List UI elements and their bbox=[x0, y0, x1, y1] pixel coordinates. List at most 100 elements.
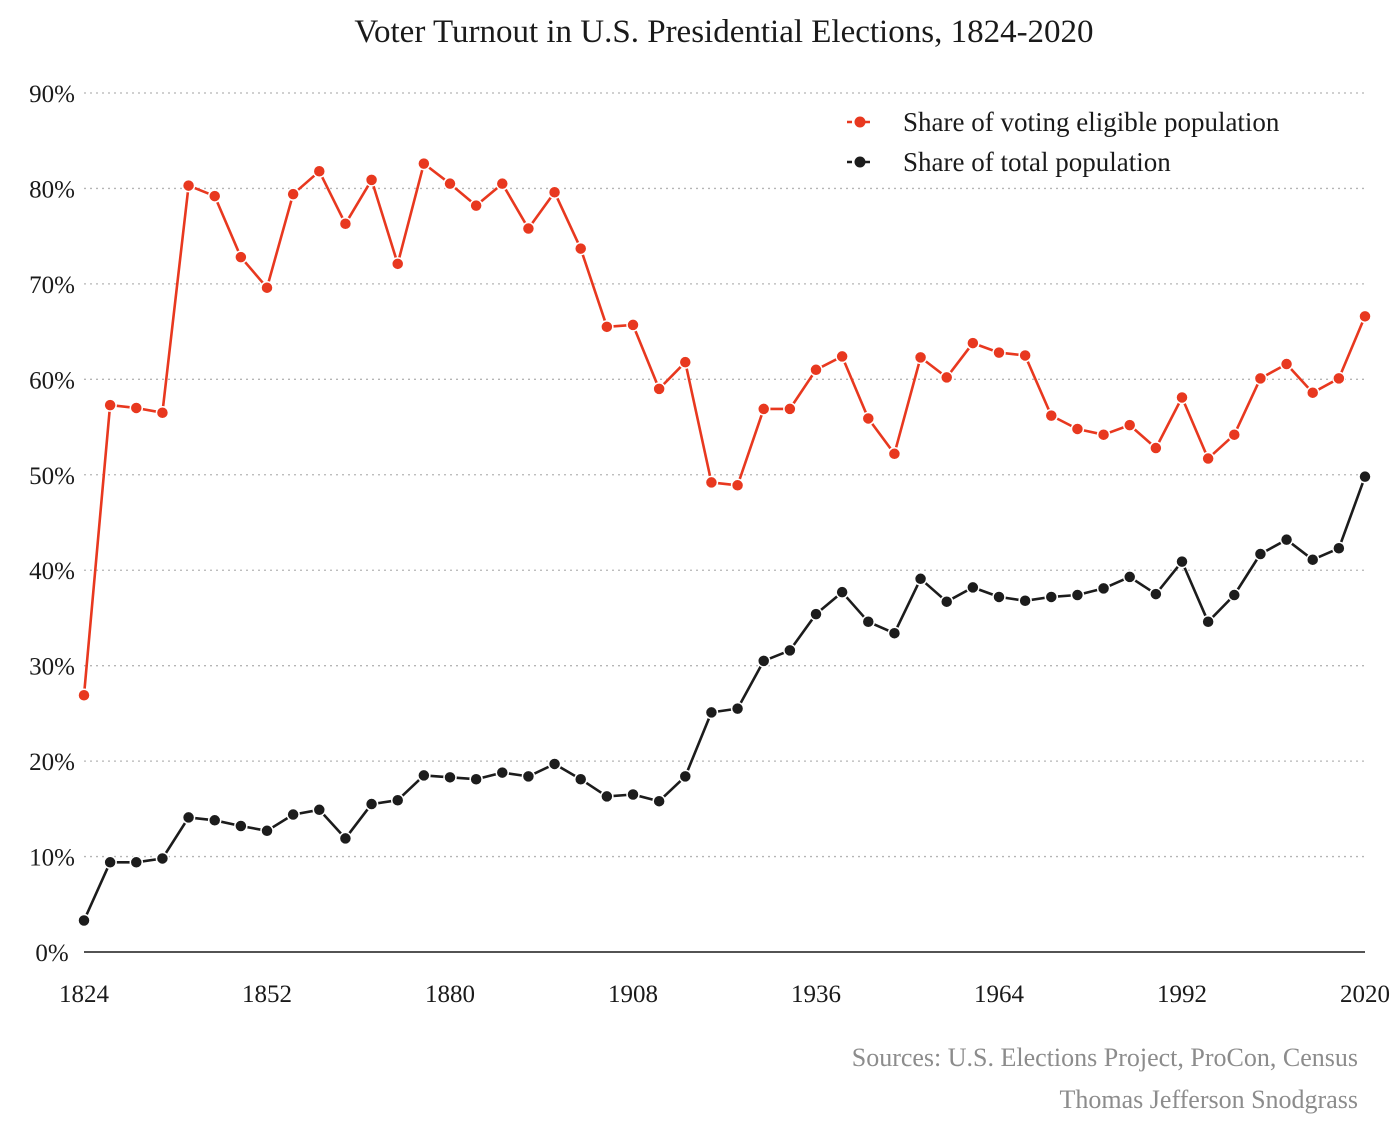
legend-swatch-marker-eligible bbox=[854, 116, 866, 128]
point-total bbox=[1122, 570, 1137, 584]
point-total bbox=[495, 765, 510, 780]
point-total bbox=[1018, 594, 1032, 608]
x-tick-label: 1936 bbox=[791, 981, 841, 1008]
x-tick-label: 1992 bbox=[1157, 981, 1207, 1008]
point-total bbox=[338, 831, 353, 846]
legend-label-eligible: Share of voting eligible population bbox=[903, 107, 1280, 137]
point-eligible bbox=[1018, 348, 1032, 363]
point-total bbox=[678, 769, 693, 784]
point-total bbox=[913, 572, 928, 586]
y-tick-label: 40% bbox=[29, 558, 75, 585]
point-eligible bbox=[1253, 371, 1268, 386]
point-eligible bbox=[1201, 451, 1215, 466]
y-tick-label: 30% bbox=[29, 654, 75, 681]
point-eligible bbox=[835, 349, 849, 364]
point-total bbox=[992, 590, 1006, 604]
point-eligible bbox=[652, 382, 666, 396]
point-eligible bbox=[1279, 357, 1294, 371]
point-total bbox=[1149, 587, 1163, 601]
point-eligible bbox=[573, 241, 588, 256]
point-eligible bbox=[1227, 427, 1242, 442]
x-tick-label: 1964 bbox=[974, 981, 1025, 1008]
point-eligible bbox=[417, 156, 431, 171]
chart-title: Voter Turnout in U.S. Presidential Elect… bbox=[354, 14, 1093, 50]
series-total bbox=[77, 469, 1372, 928]
point-total bbox=[1201, 615, 1215, 629]
point-total bbox=[1253, 547, 1268, 561]
y-tick-label: 70% bbox=[29, 272, 75, 299]
point-total bbox=[77, 913, 91, 928]
y-tick-label: 60% bbox=[29, 367, 75, 394]
x-tick-label: 2020 bbox=[1340, 981, 1390, 1008]
point-eligible bbox=[939, 370, 954, 385]
point-eligible bbox=[1332, 371, 1346, 386]
point-total bbox=[704, 705, 719, 720]
point-eligible bbox=[286, 187, 300, 201]
point-eligible bbox=[809, 363, 823, 377]
point-total bbox=[1044, 590, 1059, 604]
point-total bbox=[1279, 532, 1294, 547]
point-total bbox=[364, 797, 379, 811]
point-eligible bbox=[129, 401, 144, 415]
series-eligible bbox=[77, 156, 1372, 703]
series-line-total bbox=[82, 476, 1367, 922]
y-tick-label: 0% bbox=[35, 940, 68, 967]
x-tick-label: 1908 bbox=[608, 981, 658, 1008]
point-total bbox=[207, 813, 222, 828]
y-tick-label: 80% bbox=[29, 176, 75, 203]
point-total bbox=[756, 654, 771, 668]
point-total bbox=[443, 770, 457, 785]
point-eligible bbox=[1175, 390, 1189, 405]
point-total bbox=[521, 769, 536, 784]
legend: Share of voting eligible population Shar… bbox=[847, 107, 1280, 177]
y-tick-label: 90% bbox=[29, 81, 75, 108]
point-total bbox=[260, 824, 274, 838]
point-eligible bbox=[1096, 427, 1111, 442]
point-total bbox=[1175, 554, 1189, 569]
legend-item-total: Share of total population bbox=[847, 147, 1171, 177]
point-eligible bbox=[1358, 309, 1372, 324]
x-tick-label: 1852 bbox=[242, 981, 292, 1008]
point-total bbox=[417, 768, 431, 783]
point-eligible bbox=[234, 250, 248, 264]
point-total bbox=[181, 810, 196, 825]
point-total bbox=[783, 643, 797, 658]
point-eligible bbox=[704, 475, 719, 490]
point-total bbox=[1070, 588, 1085, 602]
point-eligible bbox=[495, 176, 510, 191]
point-eligible bbox=[966, 336, 980, 350]
point-total bbox=[312, 803, 327, 817]
point-eligible bbox=[992, 345, 1006, 360]
point-total bbox=[155, 851, 170, 866]
point-total bbox=[469, 772, 483, 786]
x-tick-label: 1880 bbox=[425, 981, 475, 1008]
point-total bbox=[809, 607, 823, 621]
point-eligible bbox=[364, 173, 379, 187]
point-eligible bbox=[730, 478, 745, 493]
legend-item-eligible: Share of voting eligible population bbox=[847, 107, 1280, 137]
point-eligible bbox=[521, 221, 536, 236]
series-line-eligible bbox=[82, 162, 1367, 696]
point-eligible bbox=[181, 178, 196, 193]
point-total bbox=[939, 594, 954, 609]
point-eligible bbox=[626, 318, 640, 332]
point-total bbox=[286, 807, 300, 822]
point-eligible bbox=[469, 198, 483, 213]
point-eligible bbox=[913, 350, 928, 365]
point-total bbox=[861, 615, 876, 629]
point-eligible bbox=[312, 164, 327, 179]
point-eligible bbox=[1305, 385, 1320, 400]
y-tick-label: 20% bbox=[29, 749, 75, 776]
point-eligible bbox=[260, 280, 274, 295]
point-eligible bbox=[1122, 418, 1137, 432]
point-total bbox=[1332, 541, 1346, 556]
point-eligible bbox=[678, 355, 693, 369]
point-eligible bbox=[600, 320, 614, 334]
point-total bbox=[390, 793, 405, 807]
gridlines bbox=[84, 92, 1365, 858]
point-total bbox=[966, 580, 980, 595]
point-eligible bbox=[887, 447, 902, 461]
point-total bbox=[1358, 469, 1372, 484]
point-total bbox=[1096, 581, 1111, 596]
point-eligible bbox=[103, 398, 117, 412]
